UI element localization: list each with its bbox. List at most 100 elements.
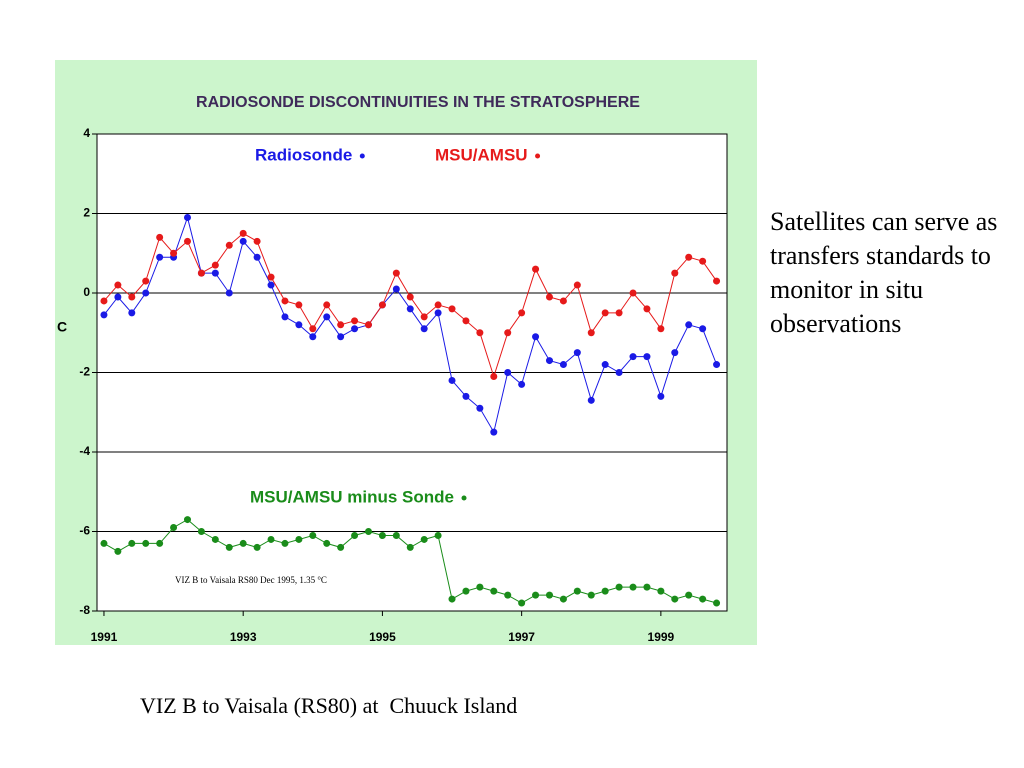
data-point [100,297,108,305]
data-point [545,293,553,301]
data-point [615,583,623,591]
data-point [601,309,609,317]
data-point [114,293,122,301]
data-point [643,583,651,591]
legend-marker [535,153,541,159]
data-point [420,313,428,321]
chart-title: RADIOSONDE DISCONTINUITIES IN THE STRATO… [196,94,640,111]
data-point [448,305,456,313]
data-point [267,273,275,281]
data-point [183,516,191,524]
data-point [309,333,317,341]
data-point [225,241,233,249]
data-point [337,321,345,329]
data-point [100,539,108,547]
caption: VIZ B to Vaisala (RS80) at Chuuck Island [140,693,518,718]
data-point [156,539,164,547]
data-point [573,281,581,289]
data-point [462,317,470,325]
data-point [685,253,693,261]
y-tick-label: 2 [83,206,90,220]
data-point [532,333,540,341]
data-point [476,583,484,591]
data-point [211,261,219,269]
y-tick-label: -4 [79,444,90,458]
data-point [364,321,372,329]
data-point [671,349,679,357]
slide-text: Satellites can serve as transfers standa… [770,207,998,338]
data-point [142,277,150,285]
data-point [713,361,721,369]
data-point [518,380,526,388]
data-point [601,587,609,595]
data-point [420,535,428,543]
data-point [657,392,665,400]
y-tick-label: 0 [83,285,90,299]
legend-label: MSU/AMSU [435,145,528,164]
x-tick-label: 1997 [508,630,535,644]
data-point [434,301,442,309]
data-point [657,587,665,595]
data-point [448,376,456,384]
data-point [114,281,122,289]
data-point [545,357,553,365]
data-point [142,289,150,297]
data-point [615,369,623,376]
data-point [643,305,651,313]
data-point [657,325,665,333]
x-tick-label: 1993 [230,630,257,644]
data-point [392,269,400,277]
data-point [281,313,289,321]
data-point [295,301,303,309]
data-point [281,539,289,547]
x-tick-label: 1995 [369,630,396,644]
data-point [351,531,359,539]
y-tick-label: 4 [83,126,90,140]
data-point [183,237,191,245]
data-point [156,253,164,261]
data-point [406,543,414,551]
data-point [629,583,637,591]
data-point [323,313,331,321]
data-point [253,543,261,551]
data-point [490,372,498,380]
data-point [392,531,400,539]
data-point [476,404,484,412]
data-point [142,539,150,547]
data-point [253,253,261,261]
data-point [225,289,233,297]
data-point [267,281,275,289]
data-point [448,595,456,603]
data-point [518,599,526,607]
data-point [406,293,414,301]
y-tick-label: -8 [79,603,90,617]
data-point [504,329,512,337]
data-point [197,269,205,277]
data-point [559,595,567,603]
data-point [699,595,707,603]
data-point [309,325,317,333]
data-point [364,528,372,535]
data-point [671,595,679,603]
data-point [351,317,359,325]
data-point [545,591,553,599]
y-axis-label: C [57,319,67,335]
data-point [476,329,484,337]
data-point [420,325,428,333]
data-point [253,237,261,245]
data-point [671,269,679,277]
data-point [239,229,247,237]
data-point [170,249,178,257]
data-point [100,311,108,319]
data-point [378,531,386,539]
data-point [211,535,219,543]
legend-label: MSU/AMSU minus Sonde [250,487,454,506]
data-point [309,531,317,539]
data-point [323,539,331,547]
data-point [337,333,345,341]
data-point [573,349,581,357]
data-point [504,591,512,599]
data-point [128,293,136,301]
